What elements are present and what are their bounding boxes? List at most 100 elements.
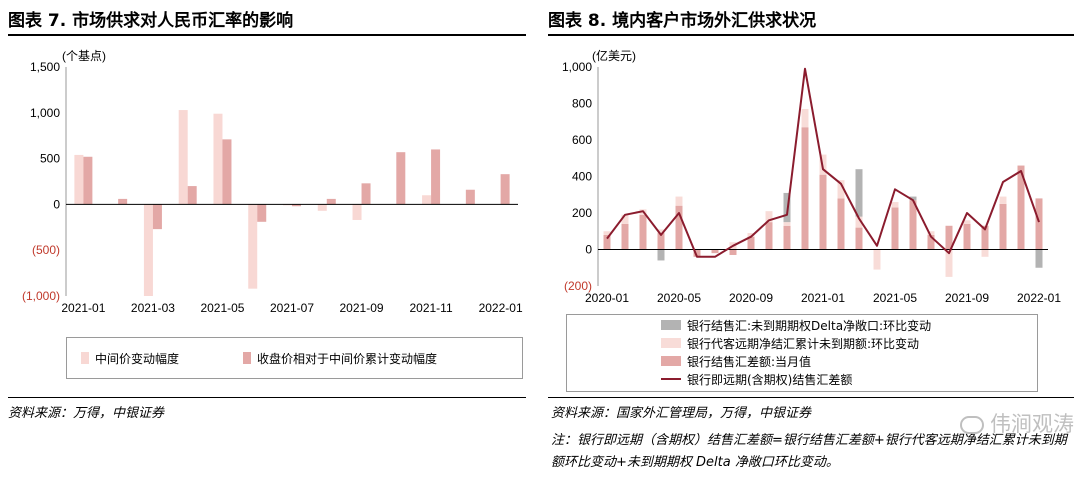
bar-spot-net	[639, 214, 647, 250]
bar-close-deviation	[152, 204, 162, 230]
bar-spot-net	[603, 234, 611, 250]
bar-close-deviation	[465, 189, 475, 205]
bar-midprice	[422, 195, 432, 205]
right-legend-item-delta: 银行结售汇:未到期期权Delta净敞口:环比变动	[661, 316, 931, 334]
bar-spot-net	[981, 225, 989, 250]
x-tick-label: 2022-01	[1017, 291, 1061, 305]
bar-spot-net	[855, 227, 863, 250]
bar-forward-change	[783, 222, 791, 226]
bar-spot-net	[621, 223, 629, 250]
bar-close-deviation	[361, 183, 371, 205]
x-tick-label: 2021-05	[873, 291, 917, 305]
bar-spot-net	[837, 198, 845, 250]
bar-spot-net	[675, 205, 683, 250]
bar-midprice	[352, 204, 362, 220]
y-tick-label: 600	[572, 133, 592, 147]
legend-swatch	[243, 352, 251, 364]
x-tick-label: 2021-03	[131, 301, 175, 315]
bar-forward-change	[657, 229, 665, 234]
bar-spot-net	[801, 127, 809, 250]
right-legend-item-total: 银行即远期(含期权)结售汇差额	[661, 370, 852, 388]
bar-delta-change	[657, 249, 665, 261]
bar-close-deviation	[431, 149, 441, 205]
x-tick-label: 2021-11	[409, 301, 452, 315]
right-chart-title: 图表 8. 境内客户市场外汇供求状况	[548, 11, 817, 31]
bar-forward-change	[675, 196, 683, 206]
bar-spot-net	[729, 249, 737, 255]
legend-swatch	[661, 338, 681, 348]
bar-spot-net	[765, 222, 773, 250]
bar-spot-net	[891, 207, 899, 250]
legend-label: 银行结售汇差额:当月值	[687, 354, 812, 369]
bar-spot-net	[657, 233, 665, 250]
left-legend: 中间价变动幅度 收盘价相对于中间价累计变动幅度	[66, 337, 523, 379]
y-tick-label: (500)	[32, 243, 60, 257]
bar-close-deviation	[222, 139, 232, 205]
y-tick-label: 1,000	[30, 106, 60, 120]
bar-close-deviation	[83, 156, 93, 205]
legend-label: 中间价变动幅度	[95, 351, 180, 366]
legend-label: 银行代客远期净结汇累计未到期额:环比变动	[687, 336, 920, 351]
left-source-rule	[8, 397, 526, 398]
bar-spot-net	[999, 203, 1007, 250]
bar-close-deviation	[257, 204, 267, 222]
watermark-text: 伟涧观涛	[990, 412, 1074, 436]
y-unit-label: (亿美元)	[592, 48, 636, 63]
bar-midprice	[317, 204, 327, 211]
y-tick-label: 200	[572, 206, 592, 220]
line-total-net	[606, 67, 1040, 258]
bar-delta-change	[1035, 249, 1043, 268]
left-chart-title: 图表 7. 市场供求对人民币汇率的影响	[8, 11, 294, 31]
bar-close-deviation	[500, 174, 510, 205]
right-legend: 银行结售汇:未到期期权Delta净敞口:环比变动 银行代客远期净结汇累计未到期额…	[566, 314, 1038, 392]
bar-delta-change	[909, 196, 917, 201]
right-legend-item-spot: 银行结售汇差额:当月值	[661, 352, 811, 370]
bar-spot-net	[711, 249, 719, 254]
y-tick-label: 1,000	[562, 60, 592, 74]
bar-midprice	[143, 204, 153, 296]
y-tick-label: 0	[585, 243, 592, 257]
x-tick-label: 2021-07	[270, 301, 314, 315]
x-tick-label: 2021-01	[61, 301, 105, 315]
legend-label: 银行即远期(含期权)结售汇差额	[687, 372, 853, 387]
bar-midprice	[213, 113, 223, 205]
bar-spot-net	[945, 225, 953, 250]
bar-close-deviation	[118, 198, 128, 205]
bar-spot-net	[1035, 198, 1043, 250]
x-tick-label: 2020-05	[657, 291, 701, 305]
bar-forward-change	[981, 249, 989, 257]
bar-spot-net	[927, 234, 935, 250]
bar-midprice	[248, 204, 258, 289]
y-tick-label: (200)	[564, 279, 592, 293]
x-tick-label: 2021-05	[200, 301, 244, 315]
left-source-note: 资料来源：万得，中银证券	[8, 406, 165, 421]
bar-forward-change	[945, 249, 953, 277]
x-tick-label: 2021-09	[945, 291, 989, 305]
y-tick-label: 400	[572, 170, 592, 184]
y-unit-label: (个基点)	[62, 49, 106, 63]
bar-forward-change	[747, 233, 755, 237]
legend-label: 银行结售汇:未到期期权Delta净敞口:环比变动	[687, 318, 932, 333]
bar-forward-change	[873, 249, 881, 270]
bar-forward-change	[891, 202, 899, 208]
left-legend-item-midprice: 中间价变动幅度	[81, 349, 179, 367]
left-bar-chart: (1,000) (500) 0 500 1,000 1,500(个基点) 2021-01 20…	[22, 49, 523, 315]
right-footnote: 注：银行即远期（含期权）结售汇差额=银行结售汇差额+银行代客远期净结汇累计未到期…	[551, 433, 1067, 470]
right-bar-line-chart: (200) 0 200 400 600 800 1,000(亿美元) 2020-01 2020-…	[562, 48, 1061, 305]
right-source-rule	[548, 397, 1074, 398]
bar-forward-change	[837, 180, 845, 199]
wechat-icon	[960, 416, 984, 434]
bar-forward-change	[765, 211, 773, 223]
right-legend-item-forward: 银行代客远期净结汇累计未到期额:环比变动	[661, 334, 919, 352]
bar-forward-change	[603, 231, 611, 235]
legend-label: 收盘价相对于中间价累计变动幅度	[257, 351, 438, 366]
bar-close-deviation	[326, 198, 336, 205]
bar-spot-net	[909, 200, 917, 250]
bar-spot-net	[783, 225, 791, 250]
y-tick-label: 0	[53, 197, 60, 211]
bar-midprice	[74, 154, 84, 205]
bar-forward-change	[999, 196, 1007, 204]
legend-swatch	[81, 352, 89, 364]
left-title-rule	[8, 34, 526, 36]
left-legend-item-close: 收盘价相对于中间价累计变动幅度	[243, 349, 437, 367]
